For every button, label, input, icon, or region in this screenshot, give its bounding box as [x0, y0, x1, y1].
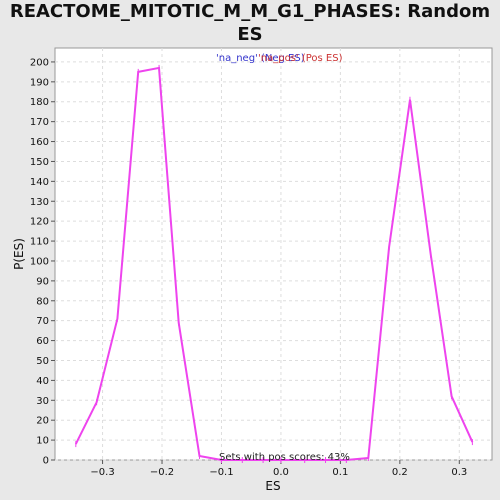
x-axis-label: ES — [265, 479, 280, 493]
y-tick-label: 180 — [30, 97, 49, 108]
x-tick-label: 0.0 — [273, 467, 289, 478]
x-tick-label: 0.3 — [451, 467, 467, 478]
x-tick-label: −0.1 — [209, 467, 233, 478]
y-tick-label: 0 — [43, 456, 49, 467]
y-tick-label: 80 — [36, 296, 49, 307]
y-tick-label: 200 — [30, 57, 49, 68]
series-layer — [74, 64, 474, 463]
y-tick-label: 140 — [30, 177, 49, 188]
y-tick-label: 130 — [30, 197, 49, 208]
y-tick-label: 160 — [30, 137, 49, 148]
y-tick-label: 50 — [36, 356, 49, 367]
y-axis-label: P(ES) — [12, 238, 26, 270]
y-tick-label: 110 — [30, 237, 49, 248]
y-tick-label: 40 — [36, 376, 49, 387]
y-tick-label: 20 — [36, 416, 49, 427]
chart-title-line-1: REACTOME_MITOTIC_M_M_G1_PHASES: Random E… — [9, 1, 491, 45]
y-tick-label: 120 — [30, 217, 49, 228]
y-tick-label: 10 — [36, 436, 49, 447]
y-tick-label: 100 — [30, 256, 49, 267]
y-tick-label: 90 — [36, 276, 49, 287]
y-axis-ticks: 0 10 20 30 40 50 60 70 80 90 100 110 120 130 140 150 160… — [30, 57, 55, 467]
y-tick-label: 60 — [36, 336, 49, 347]
y-tick-label: 30 — [36, 396, 49, 407]
legend-neg: 'na_neg' (Neg ES) — [216, 53, 305, 64]
y-tick-label: 170 — [30, 117, 49, 128]
x-axis-ticks: −0.3 −0.2 −0.1 0.0 0.1 0.2 0.3 — [90, 460, 467, 478]
series-line — [74, 66, 474, 461]
x-tick-label: −0.3 — [90, 467, 114, 478]
y-tick-label: 190 — [30, 77, 49, 88]
x-tick-label: −0.2 — [150, 467, 174, 478]
x-tick-label: 0.1 — [332, 467, 348, 478]
y-tick-label: 70 — [36, 316, 49, 327]
plot-area — [54, 47, 493, 461]
legend-pos: 'na_pos' (Pos ES) — [258, 53, 343, 64]
pos-scores-annotation: Sets with pos scores: 43% — [219, 452, 350, 463]
x-tick-label: 0.2 — [392, 467, 408, 478]
y-tick-label: 150 — [30, 157, 49, 168]
